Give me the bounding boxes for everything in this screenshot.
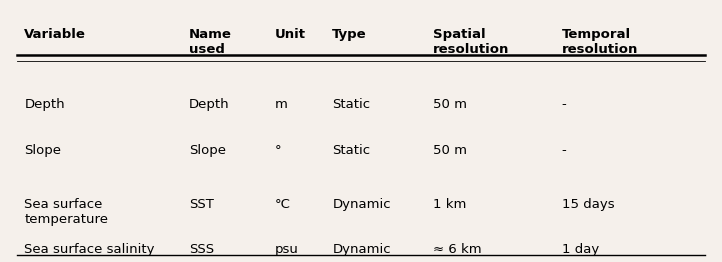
Text: °C: °C [275, 198, 291, 210]
Text: °: ° [275, 144, 282, 157]
Text: Temporal
resolution: Temporal resolution [562, 28, 638, 56]
Text: Sea surface
temperature: Sea surface temperature [25, 198, 108, 226]
Text: Variable: Variable [25, 28, 86, 41]
Text: Depth: Depth [25, 98, 65, 111]
Text: ≈ 6 km: ≈ 6 km [432, 243, 482, 256]
Text: Sea surface salinity: Sea surface salinity [25, 243, 155, 256]
Text: Unit: Unit [275, 28, 306, 41]
Text: Slope: Slope [189, 144, 226, 157]
Text: Dynamic: Dynamic [332, 243, 391, 256]
Text: 50 m: 50 m [432, 144, 466, 157]
Text: 50 m: 50 m [432, 98, 466, 111]
Text: 1 km: 1 km [432, 198, 466, 210]
Text: Static: Static [332, 144, 370, 157]
Text: -: - [562, 144, 566, 157]
Text: 1 day: 1 day [562, 243, 599, 256]
Text: SSS: SSS [189, 243, 214, 256]
Text: Name
used: Name used [189, 28, 232, 56]
Text: Slope: Slope [25, 144, 61, 157]
Text: 15 days: 15 days [562, 198, 614, 210]
Text: Dynamic: Dynamic [332, 198, 391, 210]
Text: Spatial
resolution: Spatial resolution [432, 28, 509, 56]
Text: m: m [275, 98, 288, 111]
Text: psu: psu [275, 243, 299, 256]
Text: Depth: Depth [189, 98, 230, 111]
Text: -: - [562, 98, 566, 111]
Text: Static: Static [332, 98, 370, 111]
Text: SST: SST [189, 198, 214, 210]
Text: Type: Type [332, 28, 367, 41]
